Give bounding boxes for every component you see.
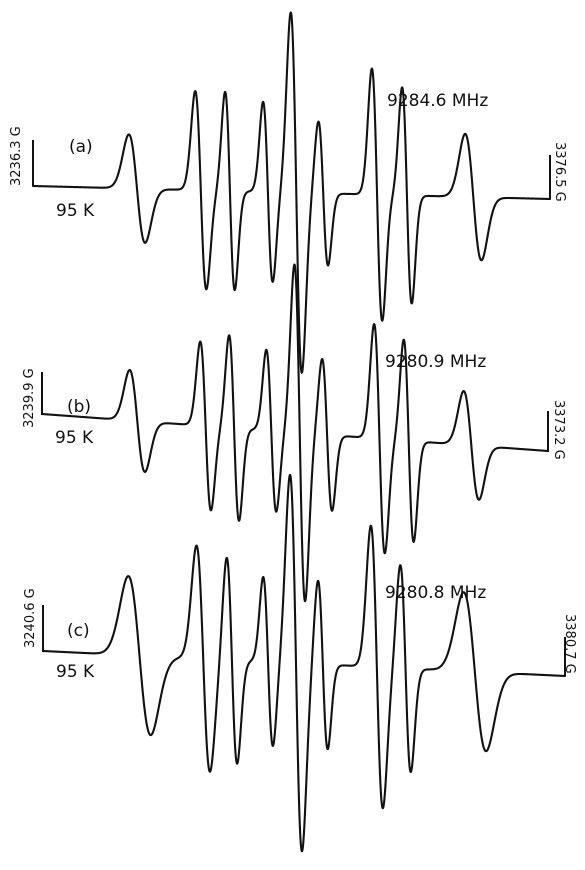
spectrum-panel-a: 3236.3 G 3376.5 G (a) 95 K 9284.6 MHz xyxy=(9,11,567,374)
temperature-label-b: 95 K xyxy=(55,428,94,448)
field-start-label-b: 3239.9 G xyxy=(22,368,37,428)
spectrum-trace-a xyxy=(31,11,552,374)
frequency-label-a: 9284.6 MHz xyxy=(387,91,488,111)
field-end-label-c: 3380.7 G xyxy=(562,614,577,674)
field-start-label-c: 3240.6 G xyxy=(23,588,38,648)
panel-label-c: (c) xyxy=(67,621,90,641)
spectrum-panel-c: 3240.6 G 3380.7 G (c) 95 K 9280.8 MHz xyxy=(23,473,577,853)
frequency-label-b: 9280.9 MHz xyxy=(385,352,486,372)
panel-label-b: (b) xyxy=(67,397,91,417)
spectrum-trace-c xyxy=(41,473,567,853)
panel-label-a: (a) xyxy=(69,137,93,157)
field-end-label-b: 3373.2 G xyxy=(551,400,566,460)
field-start-label-a: 3236.3 G xyxy=(9,126,24,186)
frequency-label-c: 9280.8 MHz xyxy=(385,583,486,603)
temperature-label-a: 95 K xyxy=(56,201,95,221)
spectrum-trace-b xyxy=(40,263,550,603)
field-end-label-a: 3376.5 G xyxy=(552,142,567,202)
temperature-label-c: 95 K xyxy=(56,662,95,682)
spectrum-panel-b: 3239.9 G 3373.2 G (b) 95 K 9280.9 MHz xyxy=(22,263,566,603)
